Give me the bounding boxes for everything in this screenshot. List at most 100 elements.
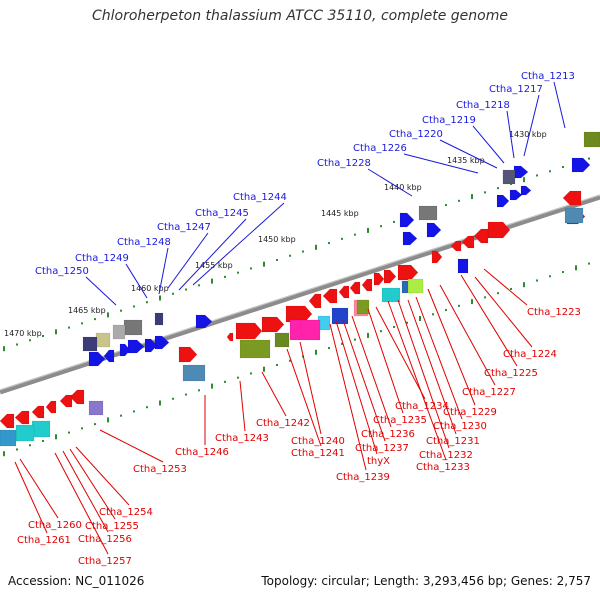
tick-mark [562,166,564,169]
gene-arrow [520,185,532,196]
gene-label-ctha_1249[interactable]: Ctha_1249 [75,253,129,264]
gene-arrow [127,339,145,354]
kbp-label: 1460 kbp [131,284,169,293]
gene-label-ctha_1233[interactable]: Ctha_1233 [416,462,470,473]
leader-line [523,94,540,157]
tick-mark [250,267,252,270]
gene-label-ctha_1219[interactable]: Ctha_1219 [422,115,476,126]
tick-mark [497,187,499,190]
gene-label-ctha_1254[interactable]: Ctha_1254 [99,507,153,518]
kbp-label: 1455 kbp [195,261,233,270]
gene-arrow [426,222,442,238]
gene-label-ctha_1232[interactable]: Ctha_1232 [419,450,473,461]
tick-mark [133,410,135,413]
gene-labels: Ctha_1213 Ctha_1217 Ctha_1218 Ctha_1219 Ctha… [17,71,581,567]
tick-mark [107,312,109,318]
leader-line [553,81,566,129]
gene-label-ctha_1244[interactable]: Ctha_1244 [233,192,287,203]
gene-label-ctha_1220[interactable]: Ctha_1220 [389,129,443,140]
gene-label-ctha_1226[interactable]: Ctha_1226 [353,143,407,154]
kbp-label: 1440 kbp [384,183,422,192]
kbp-label: 1435 kbp [447,156,485,165]
gene-arrow [261,316,285,333]
gene-label-ctha_1248[interactable]: Ctha_1248 [117,237,171,248]
gene-arrow [431,250,443,264]
kbp-label: 1445 kbp [321,209,359,218]
gene-arrow [119,343,131,357]
gene-arrow [509,189,523,201]
gene-label-ctha_1261[interactable]: Ctha_1261 [17,535,71,546]
tick-mark [211,383,213,389]
gene-block [381,287,401,303]
gene-arrow [308,293,322,309]
tick-mark [497,292,499,295]
gene-label-ctha_1229[interactable]: Ctha_1229 [443,407,497,418]
gene-label-thyx[interactable]: thyX [367,456,390,467]
gene-label-ctha_1239[interactable]: Ctha_1239 [336,472,390,483]
gene-label-ctha_1231[interactable]: Ctha_1231 [426,436,480,447]
gene-label-ctha_1245[interactable]: Ctha_1245 [195,208,249,219]
leader-line [69,448,116,520]
gene-label-ctha_1237[interactable]: Ctha_1237 [355,443,409,454]
gene-label-ctha_1257[interactable]: Ctha_1257 [78,556,132,567]
tick-mark [471,194,473,200]
gene-block [564,207,584,224]
tick-mark [471,299,473,305]
genome-summary-text: Topology: circular; Length: 3,293,456 bp… [261,574,591,588]
gene-label-ctha_1260[interactable]: Ctha_1260 [28,520,82,531]
tick-mark [185,288,187,291]
leader-line [403,153,479,174]
gene-block [82,336,98,352]
gene-label-ctha_1217[interactable]: Ctha_1217 [489,84,543,95]
leader-line [99,429,164,463]
gene-label-ctha_1241[interactable]: Ctha_1241 [291,448,345,459]
tick-mark [393,325,395,328]
gene-label-ctha_1243[interactable]: Ctha_1243 [215,433,269,444]
tick-mark [159,295,161,301]
gene-label-ctha_1230[interactable]: Ctha_1230 [433,421,487,432]
gene-label-ctha_1240[interactable]: Ctha_1240 [291,436,345,447]
gene-arrow [45,400,57,414]
gene-label-ctha_1218[interactable]: Ctha_1218 [456,100,510,111]
tick-mark [198,389,200,392]
leader-line [415,296,463,420]
gene-label-ctha_1242[interactable]: Ctha_1242 [256,418,310,429]
gene-label-ctha_1224[interactable]: Ctha_1224 [503,349,557,360]
tick-mark [328,242,330,245]
tick-mark [445,309,447,312]
gene-label-ctha_1255[interactable]: Ctha_1255 [85,521,139,532]
tick-mark [172,397,174,400]
gene-label-ctha_1247[interactable]: Ctha_1247 [157,222,211,233]
gene-arrow [349,281,361,295]
gene-label-ctha_1236[interactable]: Ctha_1236 [361,429,415,440]
gene-label-ctha_1223[interactable]: Ctha_1223 [527,307,581,318]
leader-line [158,247,169,295]
tick-mark [289,359,291,362]
gene-arrow [88,351,106,367]
gene-label-ctha_1228[interactable]: Ctha_1228 [317,158,371,169]
gene-label-ctha_1225[interactable]: Ctha_1225 [484,368,538,379]
gene-label-ctha_1234[interactable]: Ctha_1234 [395,401,449,412]
gene-label-ctha_1213[interactable]: Ctha_1213 [521,71,575,82]
gene-block [123,319,143,336]
tick-mark [549,275,551,278]
gene-block [407,278,424,294]
gene-label-ctha_1246[interactable]: Ctha_1246 [175,447,229,458]
gene-label-ctha_1253[interactable]: Ctha_1253 [133,464,187,475]
leader-line [75,446,130,506]
tick-mark [380,330,382,333]
tick-mark [68,326,70,329]
tick-mark [458,304,460,307]
gene-arrow [361,278,373,292]
leader-line [342,319,386,442]
tick-mark [16,343,18,346]
leader-line [335,320,378,455]
tick-mark [536,279,538,282]
gene-label-ctha_1235[interactable]: Ctha_1235 [373,415,427,426]
kbp-label: 1450 kbp [258,235,296,244]
gene-label-ctha_1256[interactable]: Ctha_1256 [78,534,132,545]
leader-line [19,458,59,519]
gene-label-ctha_1227[interactable]: Ctha_1227 [462,387,516,398]
tick-mark [484,296,486,299]
gene-label-ctha_1250[interactable]: Ctha_1250 [35,266,89,277]
